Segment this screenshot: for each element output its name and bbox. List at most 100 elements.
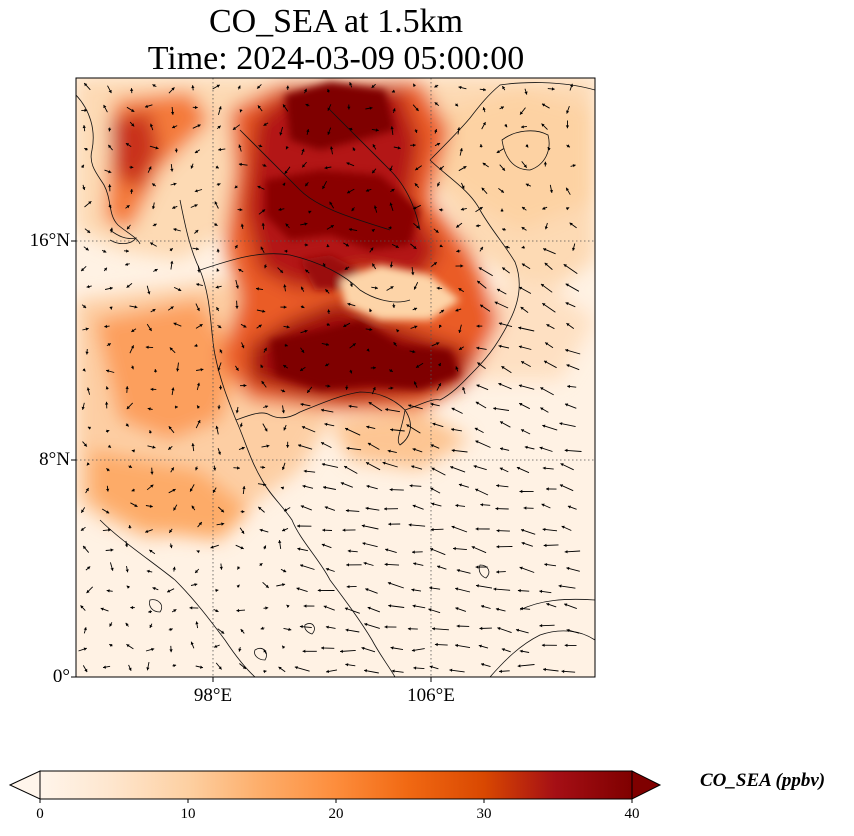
wind-arrowhead [544, 360, 548, 364]
wind-arrowhead [151, 206, 156, 210]
wind-arrowhead [283, 284, 287, 288]
wind-arrowhead [389, 202, 393, 206]
wind-arrowhead [301, 286, 304, 290]
wind-arrowhead [412, 350, 416, 354]
wind-arrowhead [428, 608, 432, 612]
wind-arrowhead [364, 669, 368, 673]
wind-arrowhead [349, 370, 353, 374]
wind-arrowhead [85, 247, 89, 251]
wind-arrowhead [298, 444, 302, 448]
wind-arrowhead [434, 642, 438, 647]
wind-arrowhead [471, 546, 475, 550]
wind-arrowhead [239, 208, 243, 212]
wind-arrowhead [172, 205, 176, 209]
wind-arrowhead [457, 127, 461, 131]
wind-arrowhead [412, 504, 416, 508]
wind-arrowhead [265, 606, 269, 610]
wind-arrowhead [83, 647, 87, 651]
wind-arrowhead [109, 644, 113, 647]
wind-arrowhead [134, 504, 138, 507]
wind-arrowhead [543, 248, 547, 252]
wind-arrowhead [301, 305, 305, 309]
wind-arrowhead [110, 567, 114, 571]
wind-arrowhead [322, 528, 326, 532]
wind-arrowhead [86, 462, 90, 466]
wind-arrowhead [456, 569, 460, 573]
wind-arrowhead [327, 309, 331, 313]
wind-arrowhead [566, 144, 570, 148]
wind-arrowhead [147, 291, 151, 295]
wind-arrowhead [173, 664, 177, 668]
wind-arrowhead [519, 649, 523, 653]
wind-arrowhead [408, 523, 412, 527]
wind-arrowhead [518, 345, 522, 349]
lat-tick-8n: 8°N [39, 449, 70, 470]
wind-arrowhead [372, 387, 376, 391]
wind-arrowhead [451, 407, 455, 411]
wind-arrowhead [361, 524, 365, 528]
wind-arrowhead [327, 384, 331, 388]
wind-arrowhead [541, 123, 545, 127]
wind-arrowhead [243, 383, 247, 388]
wind-arrowhead [497, 627, 501, 631]
wind-arrowhead [473, 465, 477, 469]
wind-arrowhead [373, 366, 376, 370]
wind-arrowhead [518, 326, 522, 330]
wind-arrow [475, 440, 491, 448]
wind-arrowhead [145, 529, 149, 533]
wind-arrowhead [266, 444, 270, 448]
wind-arrowhead [345, 427, 349, 431]
wind-arrowhead [391, 89, 396, 93]
wind-arrowhead [482, 107, 486, 111]
wind-arrowhead [285, 146, 289, 150]
wind-arrowhead [474, 427, 478, 431]
wind-arrowhead [390, 286, 394, 290]
wind-arrowhead [81, 268, 85, 272]
wind-arrowhead [217, 367, 221, 371]
wind-arrowhead [455, 503, 459, 508]
wind-arrowhead [385, 548, 389, 552]
wind-arrowhead [375, 128, 379, 132]
wind-arrowhead [346, 446, 350, 450]
wind-arrowhead [236, 584, 240, 588]
wind-arrowhead [412, 143, 416, 147]
wind-arrowhead [481, 187, 485, 191]
wind-arrowhead [239, 109, 243, 113]
colorbar [8, 770, 662, 803]
wind-arrowhead [215, 285, 219, 289]
wind-arrowhead [345, 243, 349, 247]
wind-arrowhead [520, 307, 524, 310]
wind-arrowhead [84, 108, 88, 112]
wind-arrowhead [197, 405, 200, 409]
wind-arrowhead [149, 504, 153, 508]
wind-arrowhead [385, 408, 389, 412]
wind-arrowhead [449, 668, 453, 672]
wind-arrowhead [146, 667, 150, 671]
wind-arrowhead [372, 170, 376, 174]
wind-arrowhead [130, 605, 134, 610]
wind-arrowhead [500, 447, 503, 451]
wind-arrowhead [516, 628, 520, 632]
wind-arrowhead [106, 510, 110, 514]
wind-arrowhead [308, 210, 312, 214]
wind-arrow [518, 327, 535, 332]
wind-arrowhead [282, 182, 286, 186]
wind-arrowhead [327, 89, 331, 93]
wind-arrowhead [481, 663, 485, 667]
wind-arrowhead [278, 540, 282, 543]
wind-arrowhead [539, 446, 543, 450]
wind-arrowhead [237, 566, 241, 570]
wind-arrowhead [475, 224, 479, 228]
wind-arrowhead [566, 207, 570, 211]
wind-arrowhead [300, 505, 304, 509]
wind-arrowhead [389, 167, 393, 171]
wind-arrowhead [430, 548, 434, 552]
wind-arrowhead [369, 327, 373, 332]
wind-arrowhead [260, 246, 264, 250]
wind-arrowhead [194, 343, 198, 347]
wind-arrowhead [397, 146, 401, 150]
wind-arrowhead [482, 162, 486, 166]
wind-arrowhead [263, 347, 267, 351]
wind-arrowhead [321, 646, 324, 650]
wind-arrowhead [282, 583, 286, 587]
